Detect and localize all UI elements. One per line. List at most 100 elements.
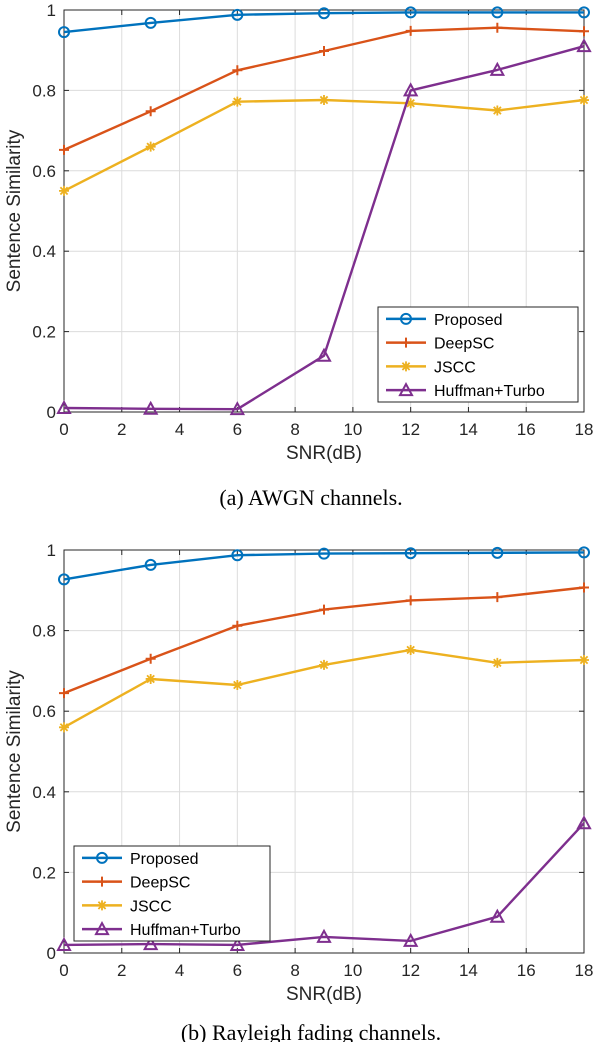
legend-marker: [97, 900, 107, 911]
series-line: [63, 45, 585, 411]
data-point: [492, 105, 503, 116]
data-point: [145, 106, 156, 117]
legend-entry: Proposed: [82, 851, 199, 868]
data-point: [491, 6, 504, 19]
legend-entry: Huffman+Turbo: [386, 382, 545, 400]
data-point: [232, 65, 243, 76]
data-point: [405, 25, 416, 36]
legend-marker: [398, 382, 414, 397]
data-point: [231, 549, 244, 562]
data-point: [404, 547, 417, 560]
data-point: [576, 815, 592, 830]
data-point: [319, 604, 329, 615]
legend-label: DeepSC: [434, 336, 494, 353]
data-point: [405, 98, 416, 109]
x-tick-label: 14: [459, 961, 478, 980]
legend-entry: Huffman+Turbo: [82, 921, 241, 939]
data-point: [492, 22, 503, 33]
data-point: [578, 546, 590, 559]
data-point: [145, 653, 156, 664]
legend-label: Huffman+Turbo: [130, 922, 241, 939]
data-point: [229, 936, 246, 951]
data-point: [59, 688, 69, 699]
x-axis-label: SNR(dB): [286, 984, 362, 1005]
y-tick-label: 0.8: [32, 622, 56, 641]
x-tick-label: 16: [517, 420, 536, 439]
legend-marker: [401, 361, 411, 372]
legend-entry: DeepSC: [386, 336, 494, 353]
figure-caption: (b) Rayleigh fading channels.: [181, 1020, 441, 1042]
x-tick-label: 6: [233, 420, 242, 439]
data-point: [578, 6, 590, 19]
y-tick-label: 0.4: [32, 242, 56, 261]
series-line: [63, 822, 585, 947]
y-tick-label: 0.8: [32, 81, 56, 100]
legend-marker: [97, 876, 107, 887]
data-point: [142, 936, 159, 951]
series-jscc: [59, 644, 589, 733]
legend-box: [377, 306, 579, 403]
y-tick-label: 0.2: [32, 863, 56, 882]
chart-awgn: 0 2 4 6 8 10 12 14 16 18 0 0.2 0.4 0.6 0.8 1 SNR(dB) Sent…: [4, 1, 593, 510]
y-tick-label: 1: [47, 1, 56, 20]
x-tick-label: 4: [175, 420, 184, 439]
legend-marker: [96, 851, 108, 864]
y-tick-label: 0: [47, 944, 56, 963]
y-tick-label: 0.6: [32, 162, 56, 181]
data-point: [318, 7, 330, 20]
data-point: [491, 546, 504, 559]
y-tick-label: 0: [47, 403, 56, 422]
data-point: [232, 620, 243, 631]
data-point: [145, 673, 156, 684]
x-tick-label: 6: [233, 961, 242, 980]
data-point: [144, 558, 157, 571]
data-point: [492, 657, 503, 668]
axes-box: [63, 9, 585, 413]
data-point: [319, 46, 329, 57]
x-tick-label: 0: [59, 420, 68, 439]
data-point: [579, 26, 589, 37]
x-axis-label: SNR(dB): [286, 443, 362, 464]
data-point: [402, 82, 419, 97]
data-point: [232, 96, 243, 107]
x-tick-label: 2: [117, 961, 126, 980]
data-point: [231, 8, 244, 21]
data-point: [405, 595, 416, 606]
y-tick-label: 1: [47, 541, 56, 560]
legend-label: Proposed: [130, 851, 199, 868]
data-point: [58, 26, 70, 39]
data-point: [404, 6, 417, 19]
data-point: [316, 928, 332, 943]
data-point: [144, 16, 157, 29]
legend-label: DeepSC: [130, 875, 190, 892]
data-point: [579, 95, 589, 106]
x-tick-label: 18: [575, 420, 594, 439]
data-point: [576, 38, 592, 53]
series-line: [63, 11, 584, 34]
series-deepsc: [59, 22, 589, 155]
data-point: [319, 659, 329, 670]
legend-entry: JSCC: [386, 359, 476, 376]
data-point: [56, 936, 72, 951]
legend-marker: [94, 921, 110, 936]
data-point: [492, 592, 503, 603]
y-tick-label: 0.2: [32, 323, 56, 342]
legend-label: JSCC: [130, 898, 172, 915]
data-point: [402, 932, 419, 947]
series-deepsc: [59, 582, 589, 699]
x-tick-label: 12: [401, 420, 420, 439]
legend-marker: [401, 337, 411, 348]
data-point: [142, 400, 159, 415]
y-axis-label: Sentence Similarity: [4, 670, 25, 833]
series-line: [63, 551, 585, 581]
data-point: [579, 582, 589, 593]
legend-label: Huffman+Turbo: [434, 383, 545, 400]
x-tick-label: 8: [290, 961, 299, 980]
y-tick-label: 0.6: [32, 702, 56, 721]
x-tick-label: 2: [117, 420, 126, 439]
legend-label: JSCC: [434, 359, 476, 376]
series-proposed: [58, 546, 590, 586]
x-tick-label: 10: [343, 961, 362, 980]
x-tick-label: 12: [401, 961, 420, 980]
legend-entry: Proposed: [386, 312, 503, 329]
